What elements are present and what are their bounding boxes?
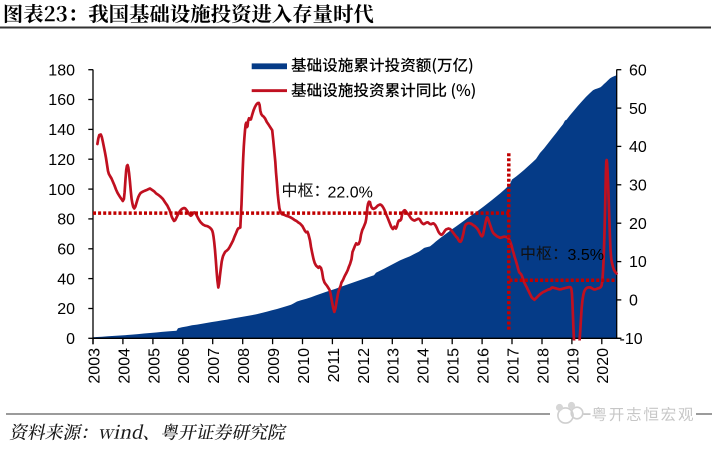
svg-text:140: 140 <box>48 122 75 139</box>
svg-text:2012: 2012 <box>356 348 373 384</box>
svg-text:2008: 2008 <box>236 348 253 384</box>
svg-text:20: 20 <box>629 216 647 233</box>
svg-text:0: 0 <box>629 293 638 310</box>
svg-text:100: 100 <box>48 182 75 199</box>
svg-text:30: 30 <box>629 178 647 195</box>
svg-text:2009: 2009 <box>266 348 283 384</box>
svg-text:2006: 2006 <box>176 348 193 384</box>
svg-text:80: 80 <box>57 212 75 229</box>
svg-text:-10: -10 <box>620 331 643 348</box>
svg-text:2016: 2016 <box>476 348 493 384</box>
svg-text:20: 20 <box>57 301 75 318</box>
svg-text:2005: 2005 <box>146 348 163 384</box>
svg-text:2019: 2019 <box>565 348 582 384</box>
svg-text:2003: 2003 <box>86 348 103 384</box>
svg-text:0: 0 <box>66 331 75 348</box>
svg-text:2007: 2007 <box>206 348 223 384</box>
svg-text:60: 60 <box>629 62 647 79</box>
svg-text:2010: 2010 <box>296 348 313 384</box>
svg-text:120: 120 <box>48 152 75 169</box>
svg-text:40: 40 <box>57 271 75 288</box>
svg-text:10: 10 <box>629 254 647 271</box>
svg-text:3.5%: 3.5% <box>568 247 604 264</box>
svg-text:22.0%: 22.0% <box>328 184 373 201</box>
svg-text:2020: 2020 <box>595 348 612 384</box>
svg-text:180: 180 <box>48 62 75 79</box>
svg-text:2017: 2017 <box>505 348 522 384</box>
svg-text:2015: 2015 <box>446 348 463 384</box>
svg-text:2011: 2011 <box>326 348 343 383</box>
svg-text:2013: 2013 <box>386 348 403 384</box>
svg-text:60: 60 <box>57 242 75 259</box>
svg-text:40: 40 <box>629 139 647 156</box>
svg-text:2004: 2004 <box>116 348 133 384</box>
svg-text:2014: 2014 <box>416 348 433 384</box>
svg-text:2018: 2018 <box>535 348 552 384</box>
svg-text:160: 160 <box>48 92 75 109</box>
svg-text:50: 50 <box>629 101 647 118</box>
